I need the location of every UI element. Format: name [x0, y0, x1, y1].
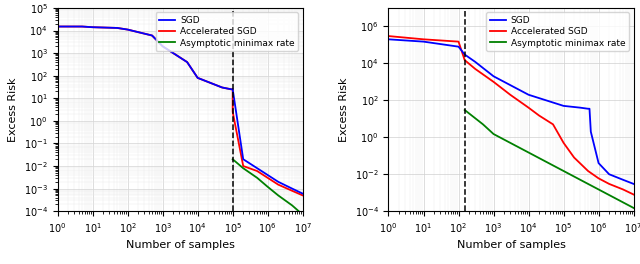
Asymptotic minimax rate [525, 151, 532, 154]
Accelerated SGD [630, 193, 637, 196]
Asymptotic minimax rate [264, 185, 271, 188]
Accelerated SGD [54, 25, 61, 28]
Accelerated SGD [299, 194, 307, 197]
Accelerated SGD [227, 88, 235, 91]
Asymptotic minimax rate [461, 109, 468, 112]
Accelerated SGD [275, 183, 282, 186]
Asymptotic minimax rate [253, 176, 261, 180]
SGD [560, 104, 568, 107]
Line: Asymptotic minimax rate: Asymptotic minimax rate [233, 159, 303, 215]
Accelerated SGD [229, 88, 237, 91]
Asymptotic minimax rate [275, 194, 282, 197]
Accelerated SGD [385, 35, 392, 38]
Line: SGD: SGD [58, 26, 303, 194]
SGD [595, 162, 602, 165]
Accelerated SGD [490, 80, 497, 83]
Accelerated SGD [183, 60, 191, 64]
SGD [584, 107, 592, 110]
SGD [605, 173, 613, 176]
Accelerated SGD [605, 182, 613, 186]
SGD [218, 86, 226, 89]
SGD [239, 158, 247, 161]
SGD [159, 45, 166, 48]
Accelerated SGD [549, 123, 557, 126]
SGD [124, 28, 131, 31]
SGD [472, 60, 479, 63]
SGD [577, 106, 584, 109]
Accelerated SGD [89, 26, 97, 29]
Accelerated SGD [560, 141, 568, 144]
Accelerated SGD [229, 110, 237, 114]
X-axis label: Number of samples: Number of samples [125, 240, 235, 250]
Line: Accelerated SGD: Accelerated SGD [58, 26, 303, 195]
SGD [299, 192, 307, 195]
SGD [229, 88, 237, 91]
SGD [490, 75, 497, 78]
SGD [253, 167, 261, 170]
SGD [89, 26, 97, 29]
SGD [461, 53, 468, 56]
Accelerated SGD [620, 188, 627, 191]
Y-axis label: Excess Risk: Excess Risk [8, 77, 18, 142]
Asymptotic minimax rate [479, 123, 487, 126]
Y-axis label: Excess Risk: Excess Risk [339, 77, 349, 142]
SGD [113, 26, 121, 30]
Accelerated SGD [461, 59, 468, 62]
Legend: SGD, Accelerated SGD, Asymptotic minimax rate: SGD, Accelerated SGD, Asymptotic minimax… [156, 12, 298, 51]
Asymptotic minimax rate [229, 158, 237, 161]
SGD [454, 45, 462, 48]
SGD [587, 130, 595, 133]
Accelerated SGD [113, 26, 121, 30]
Accelerated SGD [570, 156, 578, 159]
SGD [194, 76, 202, 79]
SGD [229, 88, 237, 91]
Line: Accelerated SGD: Accelerated SGD [388, 36, 634, 195]
SGD [78, 25, 86, 28]
SGD [227, 88, 235, 91]
SGD [525, 93, 532, 96]
Asymptotic minimax rate [239, 167, 247, 170]
SGD [148, 34, 156, 37]
SGD [620, 178, 627, 181]
SGD [54, 25, 61, 28]
Asymptotic minimax rate [490, 133, 497, 136]
SGD [264, 173, 271, 177]
Accelerated SGD [525, 106, 532, 109]
Accelerated SGD [289, 189, 296, 192]
Asymptotic minimax rate [299, 213, 307, 216]
Accelerated SGD [454, 40, 462, 43]
SGD [289, 187, 296, 190]
SGD [275, 180, 282, 183]
SGD [183, 60, 191, 64]
SGD [630, 182, 637, 186]
Line: SGD: SGD [388, 39, 634, 184]
Accelerated SGD [148, 34, 156, 37]
Accelerated SGD [264, 176, 271, 180]
Accelerated SGD [535, 114, 543, 117]
Accelerated SGD [506, 93, 514, 96]
Accelerated SGD [194, 76, 202, 79]
Asymptotic minimax rate [560, 169, 568, 173]
Accelerated SGD [420, 38, 428, 41]
Accelerated SGD [253, 169, 261, 173]
Accelerated SGD [159, 45, 166, 48]
Accelerated SGD [218, 86, 226, 89]
SGD [385, 38, 392, 41]
Accelerated SGD [239, 164, 247, 168]
Asymptotic minimax rate [630, 206, 637, 210]
Legend: SGD, Accelerated SGD, Asymptotic minimax rate: SGD, Accelerated SGD, Asymptotic minimax… [486, 12, 629, 51]
Accelerated SGD [595, 177, 602, 180]
Accelerated SGD [78, 25, 86, 28]
Accelerated SGD [584, 169, 592, 173]
Asymptotic minimax rate [595, 188, 602, 191]
Accelerated SGD [472, 67, 479, 70]
SGD [420, 40, 428, 43]
SGD [586, 107, 593, 110]
X-axis label: Number of samples: Number of samples [456, 240, 566, 250]
Accelerated SGD [124, 28, 131, 31]
Asymptotic minimax rate [289, 204, 296, 207]
Line: Asymptotic minimax rate: Asymptotic minimax rate [465, 110, 634, 208]
